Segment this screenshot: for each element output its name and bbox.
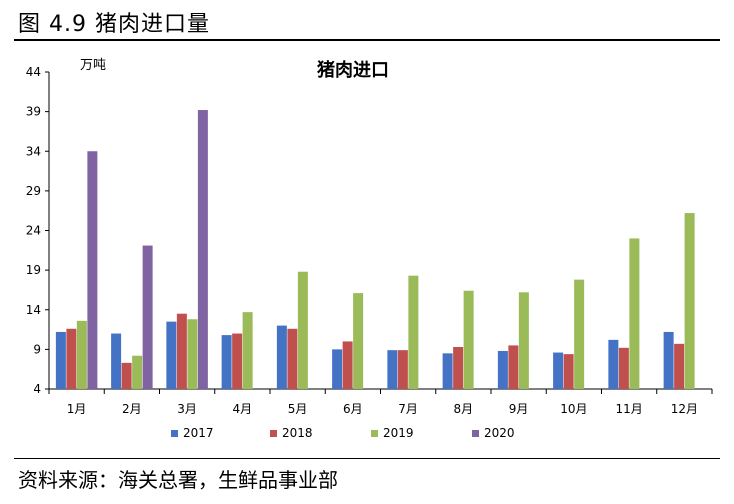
bar-2017-11 [608, 339, 619, 389]
bar-2017-6 [332, 349, 343, 389]
bar-2018-1 [66, 328, 77, 389]
y-tick-label: 29 [26, 184, 41, 198]
unit-label: 万吨 [80, 58, 106, 73]
bar-2019-2 [132, 355, 143, 389]
legend-label-2019: 2019 [383, 426, 414, 440]
y-tick-label: 24 [26, 224, 41, 238]
top-rule [14, 39, 720, 41]
bar-2019-3 [187, 319, 198, 389]
x-axis: 1月 2月 3月 4月 5月 6月 7月 8月 9月 10月 11月 12月 [48, 388, 713, 416]
x-tick-label: 11月 [615, 402, 642, 416]
y-tick-label: 4 [33, 382, 41, 396]
legend-swatch-2018 [270, 430, 277, 437]
bar-2019-1 [76, 320, 87, 389]
bar-2017-3 [166, 321, 177, 389]
legend-label-2018: 2018 [282, 426, 313, 440]
bar-2019-11 [629, 238, 640, 389]
legend: 2017 2018 2019 2020 [171, 426, 515, 440]
bar-2019-5 [297, 271, 308, 389]
x-tick-label: 9月 [509, 402, 529, 416]
figure-label: 图 4.9 猪肉进口量 [18, 12, 210, 37]
legend-swatch-2017 [171, 430, 178, 437]
bar-2018-6 [342, 341, 353, 389]
bar-2017-1 [55, 331, 66, 389]
bar-2019-10 [574, 279, 585, 389]
x-tick-label: 10月 [560, 402, 587, 416]
bar-2017-10 [553, 352, 564, 389]
bar-2018-8 [453, 346, 464, 389]
y-tick-label: 44 [26, 65, 41, 79]
bar-2017-5 [276, 325, 287, 389]
bar-2018-5 [287, 328, 298, 389]
x-tick-label: 7月 [398, 402, 418, 416]
y-axis: 4 9 14 19 24 29 34 39 44 [26, 65, 50, 396]
y-tick-label: 19 [26, 263, 41, 277]
x-tick-label: 6月 [343, 402, 363, 416]
bar-2017-7 [387, 350, 398, 389]
y-tick-label: 34 [26, 144, 41, 158]
bar-2018-12 [674, 343, 685, 389]
y-tick-label: 39 [26, 105, 41, 119]
x-tick-label: 12月 [671, 402, 698, 416]
legend-label-2017: 2017 [183, 426, 214, 440]
bar-2019-6 [353, 293, 364, 389]
bar-2018-7 [397, 350, 408, 389]
x-tick-label: 3月 [177, 402, 197, 416]
legend-label-2020: 2020 [484, 426, 515, 440]
bar-2019-4 [242, 312, 253, 389]
bar-2017-4 [221, 335, 232, 389]
bar-2018-11 [618, 347, 629, 389]
y-tick-label: 9 [33, 342, 41, 356]
bar-2019-7 [408, 275, 419, 389]
x-tick-label: 2月 [122, 402, 142, 416]
y-tick-label: 14 [26, 303, 41, 317]
chart-title: 猪肉进口 [316, 59, 389, 81]
bar-2020-1 [87, 151, 98, 389]
bar-2018-10 [563, 354, 574, 389]
legend-swatch-2019 [371, 430, 378, 437]
x-tick-label: 8月 [454, 402, 474, 416]
x-tick-label: 1月 [67, 402, 87, 416]
x-tick-label: 4月 [233, 402, 253, 416]
bar-2017-8 [442, 353, 453, 389]
bar-2017-12 [663, 331, 674, 389]
bar-2019-8 [463, 290, 474, 389]
bar-2019-9 [518, 292, 529, 389]
x-tick-label: 5月 [288, 402, 308, 416]
bar-2020-3 [197, 110, 208, 389]
legend-swatch-2020 [472, 430, 479, 437]
bottom-rule [14, 458, 720, 459]
bar-2017-9 [497, 350, 508, 389]
bar-series-group [55, 110, 695, 389]
bar-2020-2 [142, 245, 153, 389]
bar-2017-2 [111, 333, 122, 389]
bar-2018-9 [508, 345, 519, 389]
bar-2019-12 [684, 213, 695, 389]
bar-2018-2 [121, 362, 132, 389]
bar-2018-3 [176, 313, 187, 389]
bar-2018-4 [232, 333, 243, 389]
source-note: 资料来源：海关总署，生鲜品事业部 [18, 468, 338, 492]
